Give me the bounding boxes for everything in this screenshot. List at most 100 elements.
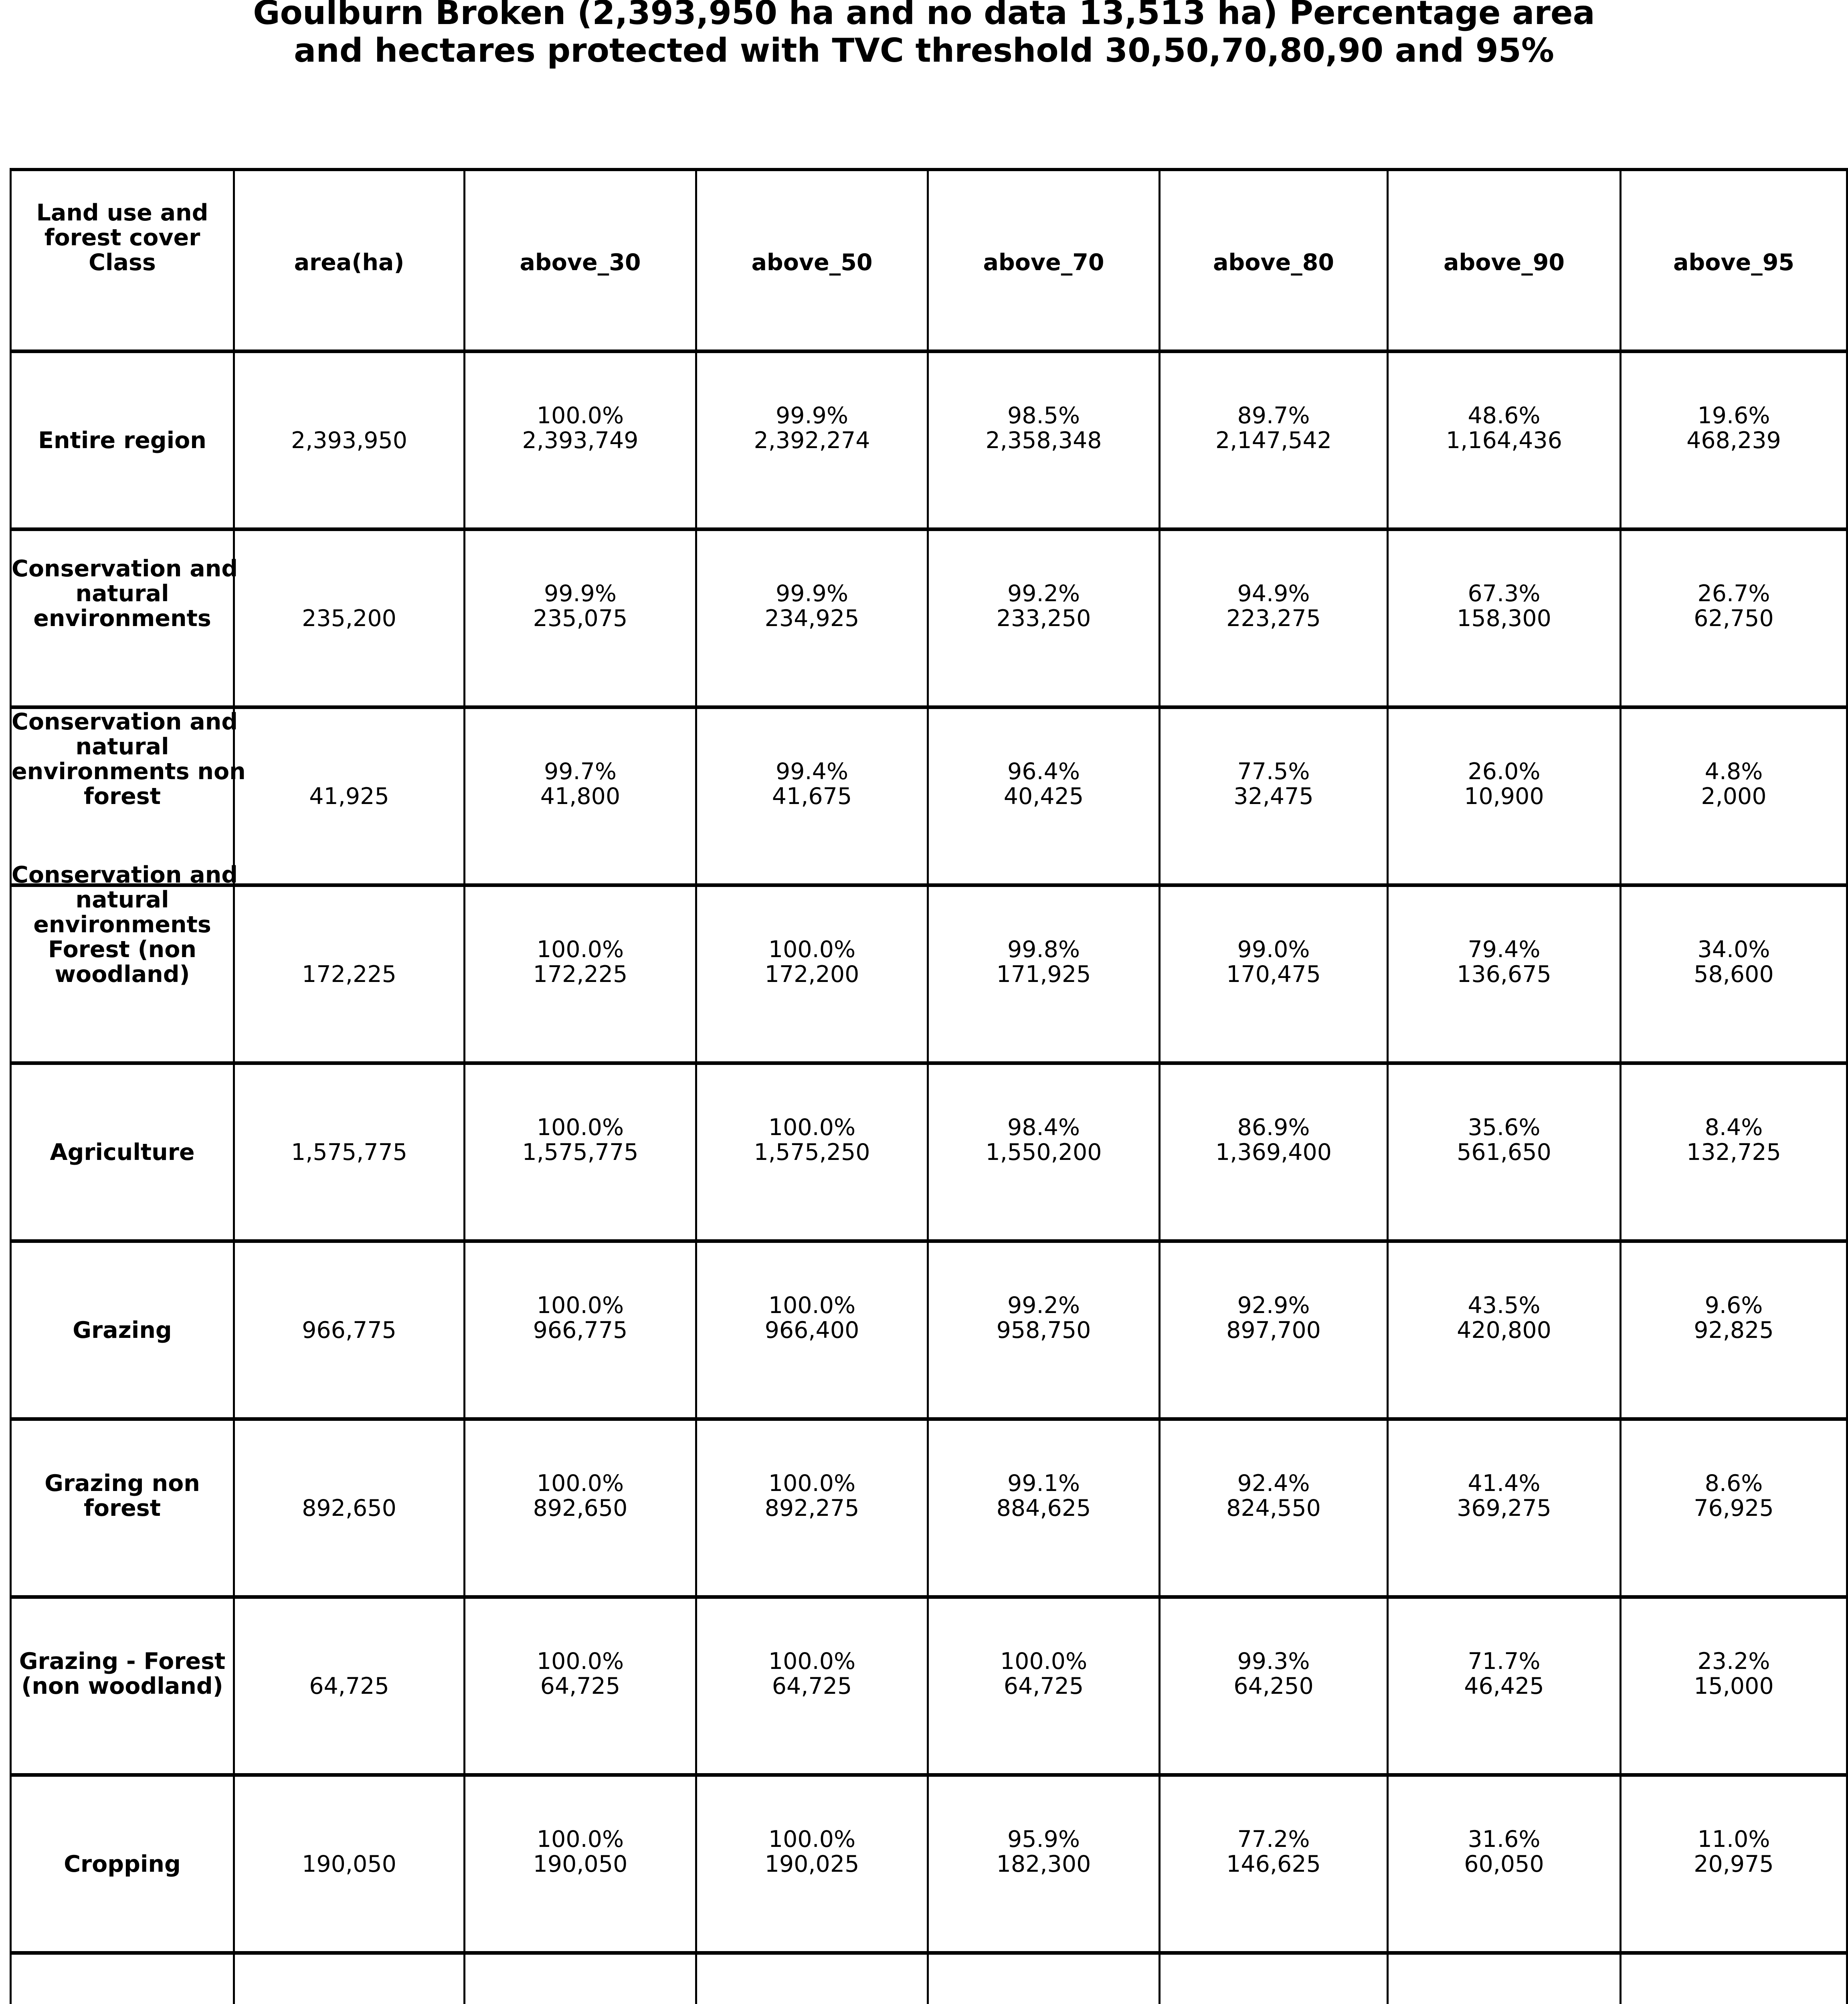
percent-value: 34.0% xyxy=(1697,936,1770,963)
threshold-values: 34.0% 58,600 xyxy=(1622,937,1846,987)
threshold-values: 100.0% 892,275 xyxy=(697,1471,927,1521)
hectares-value: 171,925 xyxy=(996,961,1091,988)
class-cell: Conservation and natural environments Fo… xyxy=(12,863,238,1061)
hectares-value: 132,725 xyxy=(1686,1139,1781,1166)
percent-value: 96.4% xyxy=(1007,758,1080,785)
threshold-values: 100.0% 966,400 xyxy=(697,1293,927,1343)
percent-value: 100.0% xyxy=(536,1826,624,1852)
area-value: 1,575,775 xyxy=(291,1139,408,1166)
threshold-values: 4.8% 2,000 xyxy=(1622,759,1846,809)
threshold-cell: 100.0% 172,225 xyxy=(465,887,697,1061)
threshold-cell: 100.0% 892,650 xyxy=(465,1421,697,1595)
threshold-values: 41.4% 369,275 xyxy=(1389,1471,1620,1521)
threshold-cell: 99.2% 958,750 xyxy=(929,1243,1161,1417)
hectares-value: 64,725 xyxy=(772,1673,852,1699)
percent-value: 99.1% xyxy=(1007,1470,1080,1497)
hectares-value: 2,392,274 xyxy=(754,427,870,454)
threshold-cell: 95.9% 182,300 xyxy=(929,1777,1161,1951)
header-cell-above30: above_30 xyxy=(465,171,697,349)
percent-value: 95.9% xyxy=(1007,1826,1080,1852)
threshold-values: 67.3% 158,300 xyxy=(1389,581,1620,631)
hectares-value: 64,725 xyxy=(1003,1673,1084,1699)
percent-value: 99.9% xyxy=(544,580,617,607)
percent-value: 100.0% xyxy=(536,402,624,429)
threshold-cell: 77.5% 32,475 xyxy=(1161,709,1389,883)
percent-value: 100.0% xyxy=(768,1470,856,1497)
percent-value: 35.6% xyxy=(1468,1114,1541,1141)
percent-value: 86.9% xyxy=(1237,1114,1310,1141)
hectares-value: 884,625 xyxy=(996,1495,1091,1521)
percent-value: 77.5% xyxy=(1237,758,1310,785)
hectares-value: 1,575,775 xyxy=(522,1139,639,1166)
page-title-line1: Goulburn Broken (2,393,950 ha and no dat… xyxy=(253,0,1595,32)
threshold-cell: 18.7%76,075 xyxy=(1389,1955,1622,2004)
threshold-values: 26.0% 10,900 xyxy=(1389,759,1620,809)
threshold-cell: 67.3% 158,300 xyxy=(1389,531,1622,705)
threshold-cell: 99.8% 171,925 xyxy=(929,887,1161,1061)
threshold-cell: 23.2% 15,000 xyxy=(1622,1599,1846,1773)
threshold-cell: 100.0% 2,393,749 xyxy=(465,353,697,527)
percent-value: 19.6% xyxy=(1697,402,1770,429)
threshold-values: 48.6% 1,164,436 xyxy=(1389,403,1620,453)
hectares-value: 40,425 xyxy=(1003,783,1084,810)
header-cell-area: area(ha) xyxy=(235,171,465,349)
threshold-values: 86.9% 1,369,400 xyxy=(1161,1115,1387,1165)
threshold-values: 99.1% 884,625 xyxy=(929,1471,1159,1521)
class-name: Agriculture xyxy=(50,1139,195,1166)
percent-value: 100.0% xyxy=(768,1648,856,1675)
threshold-cell: 77.2% 146,625 xyxy=(1161,1777,1389,1951)
header-cell-above95: above_95 xyxy=(1673,249,1795,276)
percent-value: 71.7% xyxy=(1468,1648,1541,1675)
threshold-values: 99.9% 235,075 xyxy=(465,581,695,631)
percent-value: 99.9% xyxy=(775,580,849,607)
threshold-cell: 4.8% 2,000 xyxy=(1622,709,1846,883)
hectares-value: 46,425 xyxy=(1464,1673,1544,1699)
class-name: Grazing xyxy=(73,1317,172,1343)
hectares-value: 897,700 xyxy=(1226,1317,1321,1343)
threshold-cell: 99.4% 41,675 xyxy=(697,709,929,883)
area-value: 966,775 xyxy=(302,1317,396,1343)
threshold-values: 43.5% 420,800 xyxy=(1389,1293,1620,1343)
threshold-values: 100.0% 64,725 xyxy=(929,1649,1159,1699)
threshold-cell: 100.0% 190,050 xyxy=(465,1777,697,1951)
threshold-values: 100.0% 172,200 xyxy=(697,937,927,987)
threshold-values: 31.6% 60,050 xyxy=(1389,1827,1620,1877)
header-cell-class: Land use and forest cover Class xyxy=(12,171,235,349)
threshold-cell: 99.9% 2,392,274 xyxy=(697,353,929,527)
threshold-values: 99.0% 170,475 xyxy=(1161,937,1387,987)
threshold-cell: 99.1% 884,625 xyxy=(929,1421,1161,1595)
hectares-value: 182,300 xyxy=(996,1851,1091,1877)
percent-value: 79.4% xyxy=(1468,936,1541,963)
threshold-cell: 98.5% 2,358,348 xyxy=(929,353,1161,527)
percent-value: 99.8% xyxy=(1007,936,1080,963)
percent-value: 100.0% xyxy=(768,1826,856,1852)
threshold-cell: 98.4% 1,550,200 xyxy=(929,1065,1161,1239)
threshold-values: 100.0% 64,725 xyxy=(465,1649,695,1699)
percent-value: 100.0% xyxy=(768,1114,856,1141)
table-row: Cropping 190,050 100.0% 190,050 100.0% 190,02… xyxy=(12,1773,1846,1951)
hectares-value: 136,675 xyxy=(1457,961,1551,988)
percent-value: 4.8% xyxy=(1704,758,1763,785)
threshold-values: 98.4% 1,550,200 xyxy=(929,1115,1159,1165)
threshold-values: 8.4% 132,725 xyxy=(1622,1115,1846,1165)
class-cell: Conservation and natural environments no… xyxy=(12,709,246,883)
threshold-cell: 26.0% 10,900 xyxy=(1389,709,1622,883)
percent-value: 26.0% xyxy=(1468,758,1541,785)
hectares-value: 468,239 xyxy=(1686,427,1781,454)
threshold-values: 99.9% 2,392,274 xyxy=(697,403,927,453)
threshold-values: 94.9% 223,275 xyxy=(1161,581,1387,631)
hectares-value: 2,393,749 xyxy=(522,427,639,454)
table-row: Agriculture 1,575,775 100.0% 1,575,775 100.0… xyxy=(12,1061,1846,1239)
hectares-value: 824,550 xyxy=(1226,1495,1321,1521)
class-name: Cropping xyxy=(64,1851,181,1877)
threshold-cell: 99.9% 234,925 xyxy=(697,531,929,705)
hectares-value: 62,750 xyxy=(1694,605,1774,632)
percent-value: 98.4% xyxy=(1007,1114,1080,1141)
class-cell: Grazing - Forest (non woodland) xyxy=(12,1599,235,1773)
threshold-values: 99.7% 41,800 xyxy=(465,759,695,809)
hectares-value: 1,575,250 xyxy=(754,1139,870,1166)
threshold-values: 100.0% 1,575,775 xyxy=(465,1115,695,1165)
threshold-cell: 100.0% 64,725 xyxy=(465,1599,697,1773)
threshold-cell: 100.0%406,675 xyxy=(465,1955,697,2004)
